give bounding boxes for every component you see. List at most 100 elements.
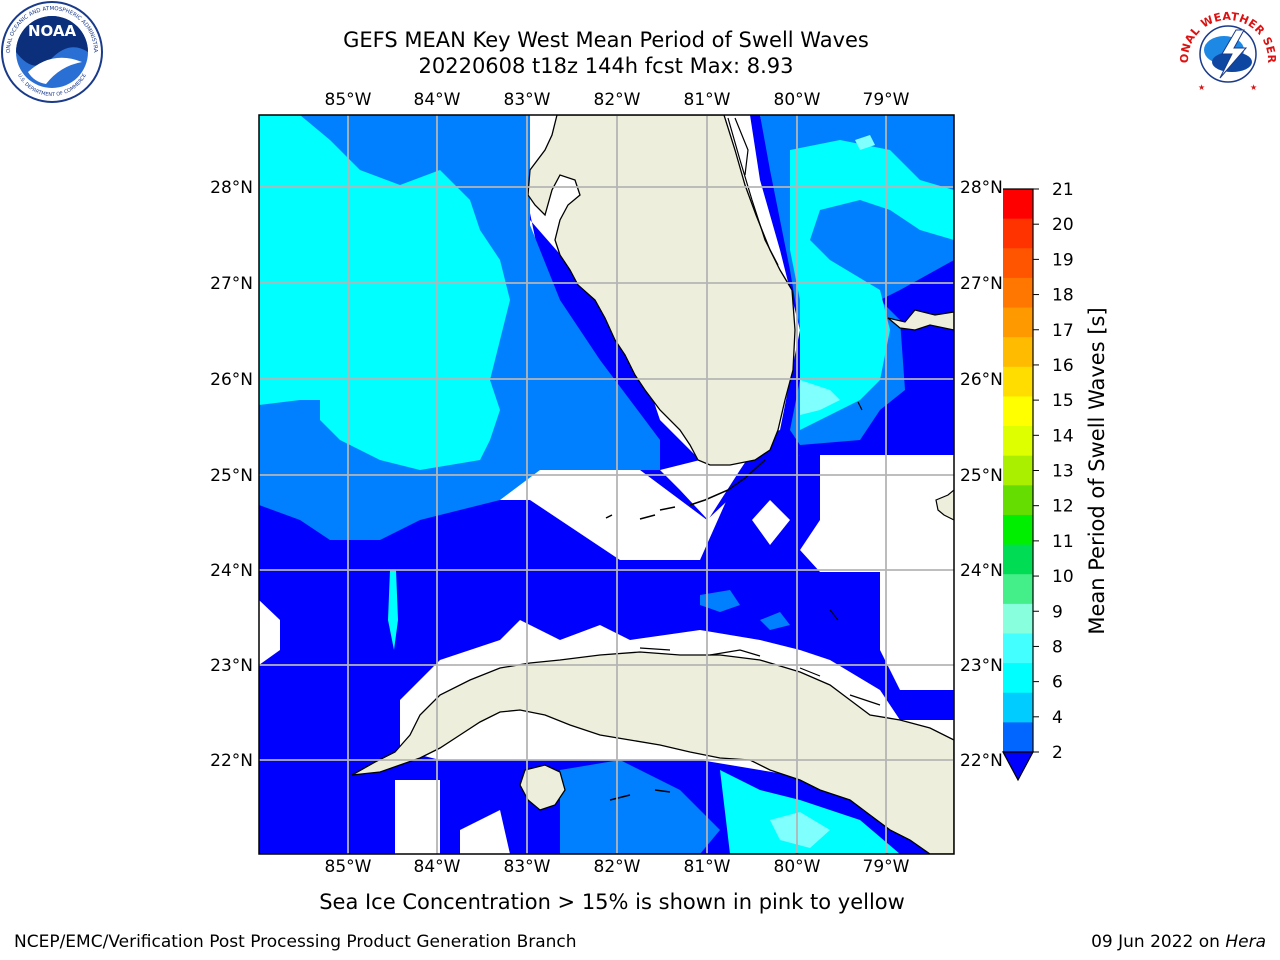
bahamas <box>887 309 954 331</box>
colorbar-tick-label: 8 <box>1052 637 1063 657</box>
colorbar-segment <box>1003 455 1033 486</box>
bahamas <box>829 401 863 621</box>
lon-tick-label: 79°W <box>863 90 910 110</box>
chart-title: GEFS MEAN Key West Mean Period of Swell … <box>343 28 869 52</box>
colorbar-tick-label: 2 <box>1052 743 1063 763</box>
band-4-6-patch <box>700 590 740 612</box>
colorbar-segment <box>1003 633 1033 664</box>
colorbar-segment <box>1003 337 1033 368</box>
colorbar-tick-label: 20 <box>1052 215 1074 235</box>
colorbar-segment <box>1003 277 1033 309</box>
lat-tick-label: 22°N <box>210 751 253 771</box>
colorbar-tick-label: 17 <box>1052 321 1074 341</box>
lat-tick-label: 23°N <box>210 656 253 676</box>
no-data-patch <box>752 500 790 545</box>
svg-text:★: ★ <box>1198 83 1205 92</box>
footer-date-text: 09 Jun 2022 on <box>1091 932 1226 952</box>
colorbar-segment <box>1003 692 1033 723</box>
colorbar-segment <box>1003 574 1033 605</box>
band-4-6-patch2 <box>760 612 790 630</box>
chart-subtitle: 20220608 t18z 144h fcst Max: 8.93 <box>418 54 794 78</box>
colorbar-tick-label: 14 <box>1052 426 1074 446</box>
lon-tick-label: 81°W <box>684 90 731 110</box>
lat-tick-label: 26°N <box>960 370 1003 390</box>
colorbar-label: Mean Period of Swell Waves [s] <box>1085 307 1109 635</box>
band-6-8-east <box>790 140 954 430</box>
no-data-patch-west <box>259 600 280 665</box>
isla-de-la-juventud <box>519 764 566 811</box>
lon-tick-label: 81°W <box>684 857 731 877</box>
lon-tick-label: 80°W <box>774 90 821 110</box>
colorbar-segment <box>1003 663 1033 694</box>
colorbar-segment <box>1003 366 1033 398</box>
lon-tick-label: 84°W <box>414 857 461 877</box>
colorbar-tick-label: 6 <box>1052 673 1063 693</box>
no-data-patch-east <box>800 455 954 690</box>
colorbar-tick-label: 11 <box>1052 532 1074 552</box>
lat-tick-label: 27°N <box>210 274 253 294</box>
lon-tick-label: 85°W <box>325 857 372 877</box>
lat-tick-label: 25°N <box>210 466 253 486</box>
lat-tick-label: 24°N <box>210 561 253 581</box>
lat-tick-label: 28°N <box>210 178 253 198</box>
lon-tick-label: 82°W <box>594 90 641 110</box>
svg-text:★: ★ <box>1250 83 1257 92</box>
colorbar-segment <box>1003 218 1033 249</box>
latitude-labels: 28°N 28°N 27°N 27°N 26°N 26°N 25°N 25°N 24°N 24°N… <box>210 178 1003 771</box>
nws-logo: NATIONAL WEATHER SERVICE ★ ★ <box>1176 2 1278 100</box>
bahamas <box>935 489 954 521</box>
colorbar-tick-label: 13 <box>1052 462 1074 482</box>
lat-tick-label: 24°N <box>960 561 1003 581</box>
cuba-land <box>351 651 954 854</box>
colorbar-segment <box>1003 603 1033 635</box>
lat-tick-label: 23°N <box>960 656 1003 676</box>
map-frame <box>258 114 955 855</box>
footer-system: Hera <box>1225 932 1266 952</box>
no-data-patch-south2 <box>460 810 510 854</box>
band-6-8-south <box>720 770 900 854</box>
band-8-9 <box>800 380 840 415</box>
band-4-6-south <box>560 760 720 854</box>
band-6-8-sliver <box>388 570 398 650</box>
lat-tick-label: 28°N <box>960 178 1003 198</box>
colorbar-segment <box>1003 396 1033 427</box>
colorbar-segment <box>1003 722 1033 753</box>
colorbar-segment <box>1003 189 1033 220</box>
grid <box>259 115 954 854</box>
colorbar-segment <box>1003 307 1033 338</box>
colorbar-tick-label: 21 <box>1052 180 1074 200</box>
colorbar: 21 20 19 18 17 16 15 14 13 12 11 10 9 8 6 4 2 <box>1001 180 1074 782</box>
florida-land <box>527 115 796 466</box>
footer-branch: NCEP/EMC/Verification Post Processing Pr… <box>14 932 577 952</box>
lat-tick-label: 22°N <box>960 751 1003 771</box>
lon-tick-label: 84°W <box>414 90 461 110</box>
colorbar-segment <box>1003 544 1033 575</box>
colorbar-tick-label: 15 <box>1052 391 1074 411</box>
lon-tick-label: 83°W <box>504 90 551 110</box>
lon-tick-label: 82°W <box>594 857 641 877</box>
lon-tick-label: 80°W <box>774 857 821 877</box>
lat-tick-label: 25°N <box>960 466 1003 486</box>
colorbar-segment <box>1003 248 1033 279</box>
lat-tick-label: 26°N <box>210 370 253 390</box>
band-8-9-b <box>855 135 875 150</box>
noaa-logo: NOAA NATIONAL OCEANIC AND ATMOSPHERIC AD… <box>0 0 103 103</box>
small-cays <box>609 789 671 801</box>
longitude-labels: 85°W 85°W 84°W 84°W 83°W 83°W 82°W 82°W 81°W 81°W… <box>325 90 910 877</box>
colorbar-tick-label: 16 <box>1052 356 1074 376</box>
colorbar-tick-label: 12 <box>1052 497 1074 517</box>
footer-date: 09 Jun 2022 on Hera <box>1091 932 1266 952</box>
lon-tick-label: 85°W <box>325 90 372 110</box>
colorbar-tick-label: 18 <box>1052 286 1074 306</box>
colorbar-tick-label: 10 <box>1052 567 1074 587</box>
coastline <box>734 117 749 176</box>
no-data-patch-south <box>395 780 440 854</box>
sea-ice-note: Sea Ice Concentration > 15% is shown in … <box>319 890 905 914</box>
noaa-logo-text: NOAA <box>28 22 77 40</box>
colorbar-extend-arrow <box>1001 751 1035 782</box>
lon-tick-label: 79°W <box>863 857 910 877</box>
colorbar-segment <box>1003 426 1033 457</box>
lat-tick-label: 27°N <box>960 274 1003 294</box>
coastline <box>727 117 779 266</box>
